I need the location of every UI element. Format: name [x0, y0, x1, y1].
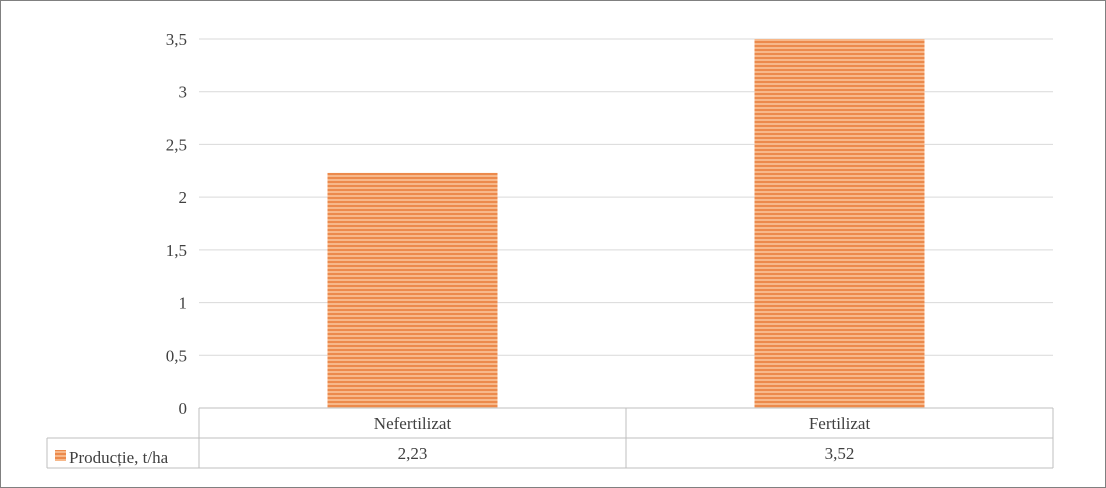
y-tick-label: 2 — [179, 188, 188, 207]
y-tick-label: 1,5 — [166, 241, 187, 260]
bar-fertilizat — [754, 39, 925, 408]
bar-nefertilizat — [327, 172, 498, 408]
bars — [327, 39, 925, 408]
y-axis-tick-labels: 0 0,5 1 1,5 2 2,5 3 3,5 — [166, 30, 187, 418]
y-tick-label: 3 — [179, 83, 188, 102]
x-category-label: Fertilizat — [809, 414, 871, 433]
y-tick-label: 3,5 — [166, 30, 187, 49]
y-tick-label: 2,5 — [166, 135, 187, 154]
y-tick-label: 0,5 — [166, 346, 187, 365]
legend-series-label: Producție, t/ha — [69, 448, 169, 467]
x-category-label: Nefertilizat — [374, 414, 452, 433]
legend-swatch — [55, 450, 66, 461]
y-tick-label: 0 — [179, 399, 188, 418]
data-table-value: 3,52 — [825, 444, 855, 463]
data-table: Producție, t/ha Nefertilizat 2,23 Fertiliz… — [46, 407, 1054, 469]
y-tick-label: 1 — [179, 294, 188, 313]
data-table-value: 2,23 — [398, 444, 428, 463]
gridlines — [199, 38, 1053, 356]
